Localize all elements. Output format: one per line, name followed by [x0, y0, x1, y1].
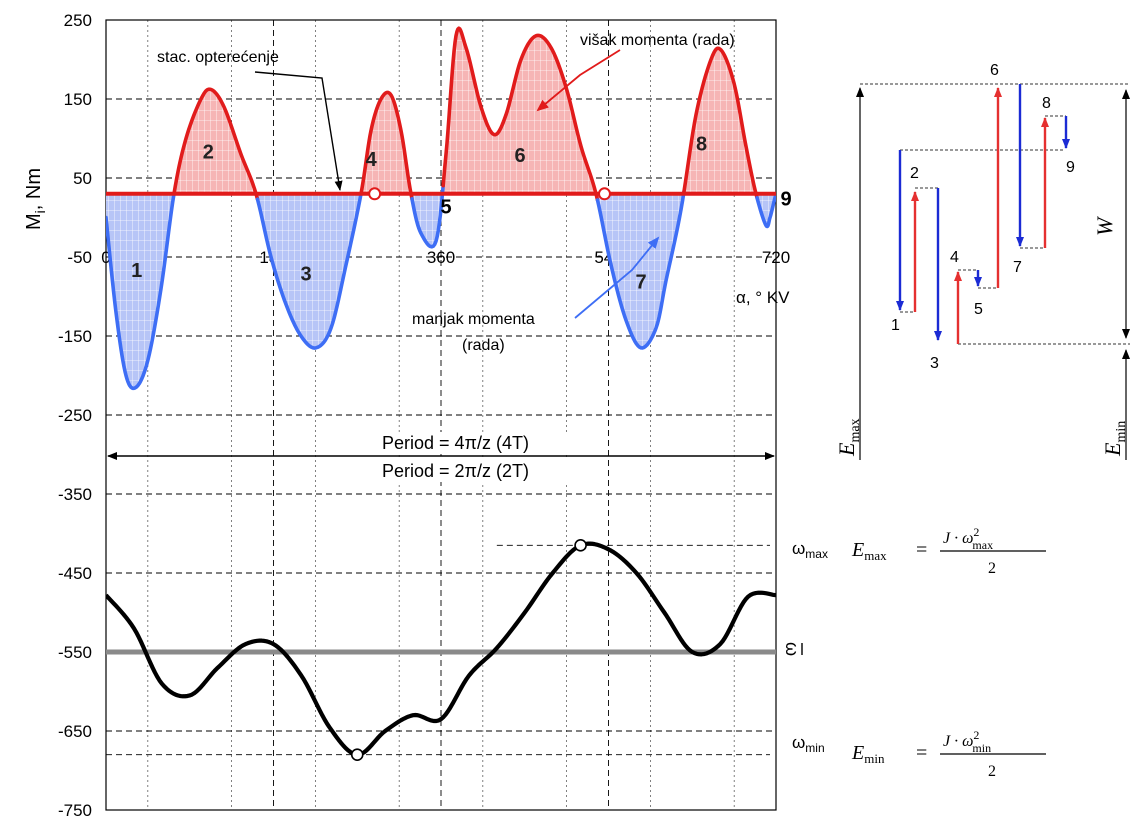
- deficit-area: [106, 193, 173, 389]
- region-label-8: 8: [696, 133, 707, 155]
- region-label-6: 6: [515, 145, 526, 167]
- svg-text:=: =: [916, 539, 927, 561]
- x-tick-label: 360: [427, 248, 455, 267]
- angular-velocity-curve-group: [106, 539, 776, 762]
- region-label-7: 7: [636, 272, 647, 294]
- y-tick-label: 50: [73, 169, 92, 188]
- deficit-area: [257, 193, 360, 349]
- svg-text:Emax: Emax: [851, 539, 887, 563]
- period-2t-bg: [378, 460, 604, 482]
- omega-min-marker: [350, 748, 364, 762]
- deficit-area: [757, 193, 776, 227]
- deficit-label-line2: (rada): [462, 337, 505, 354]
- period-2t-label: Period = 2π/z (2T): [382, 461, 529, 481]
- y-tick-label: -50: [67, 248, 92, 267]
- excess-area: [361, 92, 411, 194]
- crossing-marker: [368, 187, 382, 201]
- step-label-1: 1: [891, 317, 900, 334]
- deficit-area: [597, 193, 683, 348]
- excess-curve-segment: [682, 46, 759, 200]
- mean-load-pointer: [254, 71, 343, 191]
- x-tick-label: 720: [762, 248, 790, 267]
- energy-step-diagram: 1 2 3 4 5 6 7 8 9 W Emax Emin: [834, 62, 1130, 460]
- angular-velocity-curve: [106, 541, 776, 757]
- excess-curve-segment: [172, 87, 260, 202]
- svg-text:Emin: Emin: [851, 742, 885, 766]
- step-label-9: 9: [1066, 159, 1075, 176]
- deficit-curve-segment: [255, 192, 363, 350]
- y-tick-label: 250: [64, 11, 92, 30]
- x-axis-label: α, ° KV: [736, 288, 790, 307]
- excess-label: višak momenta (rada): [580, 32, 735, 49]
- x-tick-labels: 0180360540720: [101, 248, 790, 267]
- period-4t-bg: [378, 432, 604, 454]
- crossing-marker: [598, 187, 611, 201]
- excess-area: [443, 28, 596, 194]
- svg-text:ω: ω: [782, 642, 802, 656]
- svg-text:=: =: [916, 742, 927, 764]
- emax-axis-label: Emax: [834, 418, 863, 457]
- y-tick-label: -250: [58, 406, 92, 425]
- step-label-8: 8: [1042, 95, 1051, 112]
- y-tick-label: -650: [58, 722, 92, 741]
- step-label-6: 6: [990, 62, 999, 79]
- region-labels: 1 2 3 4 5 6 7 8 9: [131, 133, 791, 293]
- deficit-pointer: [574, 236, 660, 319]
- deficit-label-line1: manjak momenta: [412, 311, 535, 328]
- svg-text:2: 2: [988, 560, 996, 577]
- deficit-curve-segment: [106, 192, 176, 391]
- y-tick-label: -150: [58, 327, 92, 346]
- region-label-9: 9: [780, 188, 791, 210]
- y-tick-label: -550: [58, 643, 92, 662]
- region-label-4: 4: [366, 149, 378, 171]
- emin-formula: Emin = J · ω2 min 2: [851, 728, 1046, 780]
- region-label-5: 5: [440, 197, 451, 219]
- region-label-1: 1: [131, 260, 142, 282]
- deficit-curve-segment: [755, 192, 776, 229]
- region-label-3: 3: [301, 264, 312, 286]
- excess-area: [684, 48, 756, 194]
- step-label-5: 5: [974, 301, 983, 318]
- emin-axis-label: Emin: [1100, 421, 1129, 457]
- excess-curve-segment: [359, 90, 414, 201]
- y-axis-label: Mi, Nm: [23, 168, 48, 230]
- svg-text:2: 2: [988, 763, 996, 780]
- step-label-7: 7: [1013, 259, 1022, 276]
- y-tick-label: -350: [58, 485, 92, 504]
- x-tick-label: 0: [101, 248, 110, 267]
- mean-load-label: stac. opterećenje: [157, 49, 279, 66]
- step-label-3: 3: [930, 355, 939, 372]
- excess-pointer: [536, 49, 621, 112]
- y-tick-label: -750: [58, 801, 92, 816]
- omega-max-label: ωmax: [792, 539, 828, 561]
- deficit-curve-segment: [595, 189, 686, 350]
- deficit-area: [411, 193, 443, 247]
- y-tick-labels: 250 150 50 -50 -150 -250 -350 -450 -550 -650 -750: [58, 11, 92, 816]
- omega-mean-label: ω: [782, 642, 803, 656]
- period-4t-label: Period = 4π/z (4T): [382, 433, 529, 453]
- omega-min-label: ωmin: [792, 733, 825, 755]
- y-tick-label: 150: [64, 90, 92, 109]
- excess-curve-segment: [441, 26, 600, 202]
- deficit-curve-segment: [410, 183, 445, 249]
- w-label: W: [1092, 216, 1117, 236]
- torque-curves: [106, 26, 776, 391]
- omega-max-marker: [574, 539, 587, 552]
- y-tick-label: -450: [58, 564, 92, 583]
- emax-formula: Emax = J · ω2 max 2: [851, 525, 1046, 577]
- step-label-2: 2: [910, 165, 919, 182]
- region-label-2: 2: [203, 141, 214, 163]
- step-label-4: 4: [950, 249, 959, 266]
